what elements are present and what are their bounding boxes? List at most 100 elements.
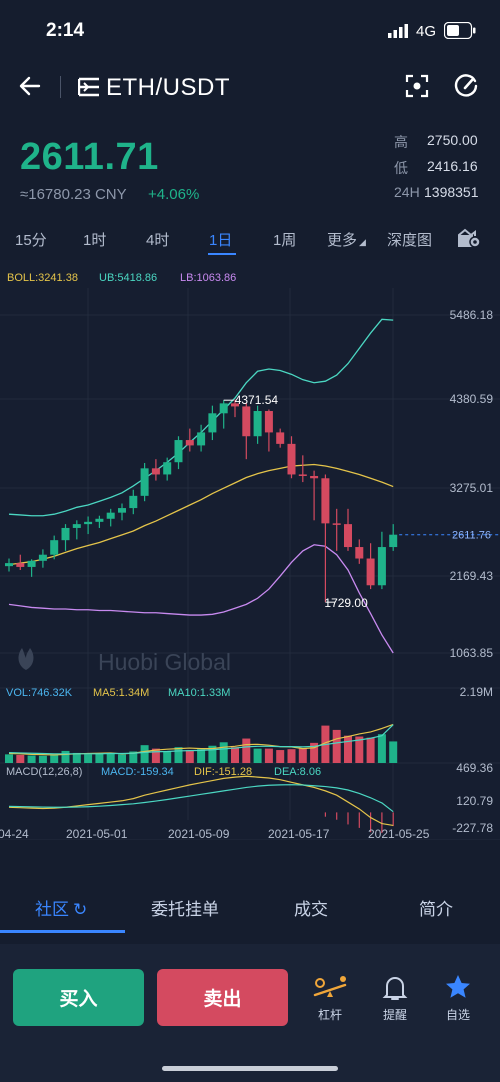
last-price: 2611.71 (20, 136, 159, 178)
ub-indicator: UB:5418.86 (99, 272, 157, 284)
tf-1day[interactable]: 1日 (209, 232, 233, 249)
volume-bar (344, 735, 352, 763)
signal-icon (388, 24, 408, 38)
lb-indicator: LB:1063.86 (180, 272, 236, 284)
boll-lb-line (8, 544, 394, 654)
tf-1hour[interactable]: 1时 (83, 232, 107, 249)
tf-depth-chart[interactable]: 深度图 (387, 232, 433, 249)
candle-body (287, 443, 296, 475)
candle-body (298, 474, 307, 476)
volume-bar (106, 752, 115, 763)
tf-active-underline (208, 253, 236, 255)
price-axis-label: 5486.18 (450, 308, 494, 322)
candle-body (197, 432, 206, 446)
speed-gauge-icon[interactable] (454, 73, 480, 99)
low-label: 低 (394, 160, 408, 176)
volume-bar (253, 748, 262, 763)
candlestick-chart[interactable]: Huobi Global 4371.54 1729.00 2611.76 5486.1… (0, 260, 500, 840)
volume-bar (140, 745, 149, 763)
volume-bar (84, 754, 93, 763)
macd-indicator: MACD:-159.34 (101, 766, 174, 778)
volume-bar (242, 738, 251, 763)
price-axis-label: 3275.01 (450, 481, 494, 495)
candle-body (185, 440, 194, 446)
sell-button[interactable]: 卖出 (157, 969, 288, 1026)
back-arrow-icon[interactable] (18, 74, 42, 98)
macd-histogram (8, 775, 394, 834)
volume-bar (151, 748, 160, 763)
date-axis-label: 2021-05-25 (368, 827, 430, 840)
volume-bar (231, 747, 239, 763)
candle-body (106, 512, 115, 519)
tf-more[interactable]: 更多 ◢ (327, 229, 366, 250)
candle-body (242, 406, 251, 437)
candle-body (118, 508, 126, 513)
candle-body (61, 527, 70, 541)
volume-24h-value: 1398351 (424, 184, 479, 200)
tf-15min[interactable]: 15分 (15, 232, 47, 249)
network-type: 4G (416, 23, 437, 40)
axis-labels: 4371.54 1729.00 2611.76 5486.18 4380.59 3275.… (0, 308, 500, 840)
date-axis-label: 2021-05-09 (168, 827, 230, 840)
volume-bar (163, 750, 172, 763)
volume-bar (95, 753, 104, 763)
tab-orders[interactable]: 委托挂单 (151, 900, 219, 919)
dea-indicator: DEA:8.06 (274, 766, 321, 778)
buy-button[interactable]: 买入 (13, 969, 144, 1026)
low-value: 2416.16 (427, 158, 478, 174)
macd-params: MACD(12,26,8) (6, 766, 82, 778)
max-price-label: 4371.54 (235, 393, 279, 407)
candle-body (366, 558, 375, 586)
tab-intro[interactable]: 简介 (419, 900, 453, 919)
macd-axis-label: -227.78 (452, 821, 493, 835)
volume-bar (129, 751, 138, 763)
candle-body (321, 478, 330, 524)
volume-bar (61, 750, 70, 763)
bottom-tab-underline (0, 930, 125, 933)
macd-axis-label: 120.79 (456, 794, 493, 808)
volume-bar (16, 754, 25, 763)
favorite-button[interactable]: 自选 (433, 973, 483, 1023)
volume-bar (366, 737, 375, 763)
candle-body (174, 440, 183, 463)
volume-bar (219, 742, 228, 763)
price-axis-label: 1063.85 (450, 646, 494, 660)
pair-title[interactable]: ETH/USDT (106, 74, 230, 101)
tab-community[interactable]: 社区 ↻ (35, 895, 87, 920)
price-axis-label: 4380.59 (450, 392, 494, 406)
huobi-logo-icon (18, 648, 34, 670)
tab-community-label: 社区 (35, 900, 69, 919)
leverage-button[interactable]: 杠杆 (305, 973, 355, 1023)
vol-indicator: VOL:746.32K (6, 687, 73, 699)
tab-trades[interactable]: 成交 (294, 900, 328, 919)
leverage-label: 杠杆 (317, 1008, 342, 1022)
tf-4hour[interactable]: 4时 (146, 232, 170, 249)
candle-body (72, 524, 81, 528)
status-bar: 2:14 4G (0, 0, 500, 62)
menu-list-icon[interactable] (78, 77, 100, 97)
candle-body (332, 523, 341, 525)
volume-bar (38, 755, 47, 763)
candle-body (219, 403, 228, 414)
last-price-label: 2611.76 (452, 530, 491, 542)
battery-icon (444, 22, 476, 39)
chart-settings-icon[interactable] (458, 227, 482, 249)
candle-body (151, 468, 160, 475)
tf-1week[interactable]: 1周 (273, 232, 297, 249)
macd-dif-line (8, 775, 394, 827)
screenshot-icon[interactable] (405, 74, 429, 98)
volume-bar (377, 734, 386, 763)
macd-axis-label: 469.36 (456, 761, 493, 775)
boll-mid-line (8, 463, 394, 566)
volume-bar (208, 745, 217, 763)
ma10-indicator: MA10:1.33M (168, 687, 230, 699)
alert-button[interactable]: 提醒 (370, 973, 420, 1023)
candle-body (344, 524, 352, 548)
status-time: 2:14 (46, 20, 85, 41)
candles (5, 399, 398, 603)
date-axis-label: 2021-05-01 (66, 827, 128, 840)
date-axis-label: 2021-05-17 (268, 827, 330, 840)
candle-body (95, 518, 104, 522)
candle-body (377, 547, 386, 586)
candle-body (264, 411, 273, 433)
